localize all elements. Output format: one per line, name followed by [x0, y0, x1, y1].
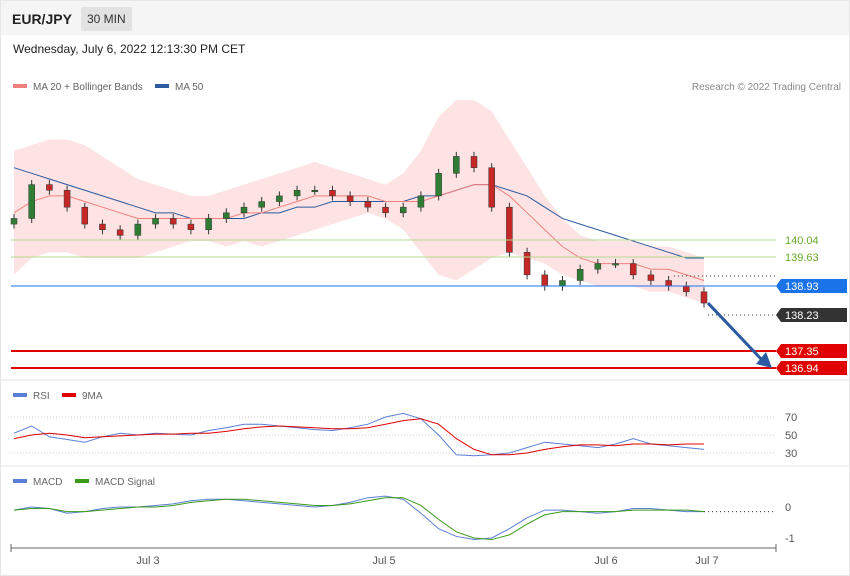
macd-signal-line — [13, 497, 705, 541]
candle-body — [399, 206, 407, 214]
ma20-line — [13, 184, 705, 281]
level-tag-support — [776, 344, 847, 358]
candle-body — [346, 195, 354, 202]
candle-body — [169, 218, 177, 225]
header-bar: EUR/JPY 30 MIN — [1, 1, 849, 35]
rsi-legend-swatch — [13, 393, 27, 397]
rsi-ma-legend-label: 9MA — [82, 391, 103, 402]
time-axis: Jul 3 Jul 5 Jul 6 Jul 7 — [10, 544, 777, 567]
ma20-legend-label: MA 20 + Bollinger Bands — [33, 82, 143, 93]
candle-body — [683, 285, 690, 293]
candle-body — [629, 263, 637, 276]
candle-body — [258, 201, 265, 208]
time-axis-tick-label: Jul 5 — [372, 555, 395, 567]
macd-tick-label: -1 — [785, 533, 795, 545]
level-label-support: 137.35 — [785, 346, 819, 358]
candle-body — [488, 167, 495, 208]
candle-body — [311, 190, 319, 193]
macd-legend-label: MACD — [33, 477, 62, 488]
candle-body — [205, 218, 212, 230]
credit-text: Research © 2022 Trading Central — [692, 82, 841, 93]
candle-body — [276, 195, 283, 202]
candle-body — [665, 280, 672, 287]
forecast-arrow-head — [756, 352, 772, 368]
rsi-ma-legend-swatch — [62, 393, 76, 397]
ma50-legend-swatch — [155, 84, 169, 88]
rsi-tick-label: 70 — [785, 412, 797, 424]
candle-body — [647, 274, 655, 281]
candle-body — [559, 280, 566, 287]
level-tag-pivot — [776, 279, 847, 293]
rsi-legend-label: RSI — [33, 391, 50, 402]
ma50-legend-label: MA 50 — [175, 82, 204, 93]
candle-body — [116, 229, 124, 236]
candle-body — [453, 156, 460, 174]
level-tag-support — [776, 361, 847, 375]
candle-body — [240, 206, 248, 214]
time-axis-tick-label: Jul 3 — [136, 555, 159, 567]
candle-body — [81, 206, 89, 225]
candle-body — [63, 190, 71, 208]
candle-body — [99, 223, 106, 230]
candle-body — [435, 173, 442, 197]
time-axis-tick-label: Jul 6 — [594, 555, 617, 567]
candle-body — [187, 223, 195, 230]
candle-body — [382, 206, 389, 214]
level-label-support: 136.94 — [785, 363, 819, 375]
candle-body — [46, 184, 53, 191]
rsi-line — [13, 412, 705, 457]
macd-tick-label: 0 — [785, 502, 791, 514]
candle-body — [293, 190, 301, 197]
candle-body — [506, 206, 513, 253]
level-label-pivot: 138.93 — [785, 281, 819, 293]
candle-body — [541, 274, 549, 287]
candle-body — [594, 263, 602, 270]
candle-body — [134, 223, 142, 236]
candle-body — [28, 184, 35, 219]
macd-line — [13, 495, 704, 541]
level-label-resistance: 140.04 — [785, 235, 819, 247]
level-tag-last — [776, 308, 847, 322]
macd-signal-legend-swatch — [75, 479, 89, 483]
macd-panel: 0 -1 — [13, 495, 795, 545]
candle-body — [417, 195, 425, 208]
macd-legend-swatch — [13, 479, 27, 483]
price-panel: 140.04 139.63 138.93 138.23 137.35 136.94 — [10, 100, 847, 375]
candle-body — [612, 263, 619, 266]
timeframe-button[interactable]: 30 MIN — [81, 7, 132, 31]
forecast-arrow-shaft — [706, 302, 764, 362]
rsi-tick-label: 50 — [785, 430, 797, 442]
ma20-legend-swatch — [13, 84, 27, 88]
time-axis-tick-label: Jul 7 — [695, 555, 718, 567]
candle-body — [10, 218, 18, 225]
rsi-tick-label: 30 — [785, 448, 797, 460]
macd-signal-legend-label: MACD Signal — [95, 477, 155, 488]
candle-body — [523, 252, 531, 276]
rsi-ma-line — [13, 418, 704, 456]
candle-body — [576, 268, 584, 281]
candle-body — [152, 218, 159, 225]
candle-body — [329, 190, 336, 197]
level-label-last: 138.23 — [785, 310, 819, 322]
chart-datetime: Wednesday, July 6, 2022 12:13:30 PM CET — [13, 42, 246, 56]
symbol-title: EUR/JPY — [12, 11, 72, 27]
candle-body — [223, 212, 230, 219]
candle-body — [700, 291, 708, 304]
candle-body — [470, 156, 478, 168]
rsi-panel: 70 50 30 — [11, 412, 797, 460]
candle-body — [364, 201, 372, 208]
ma50-line — [13, 167, 704, 259]
level-label-resistance: 139.63 — [785, 252, 819, 264]
